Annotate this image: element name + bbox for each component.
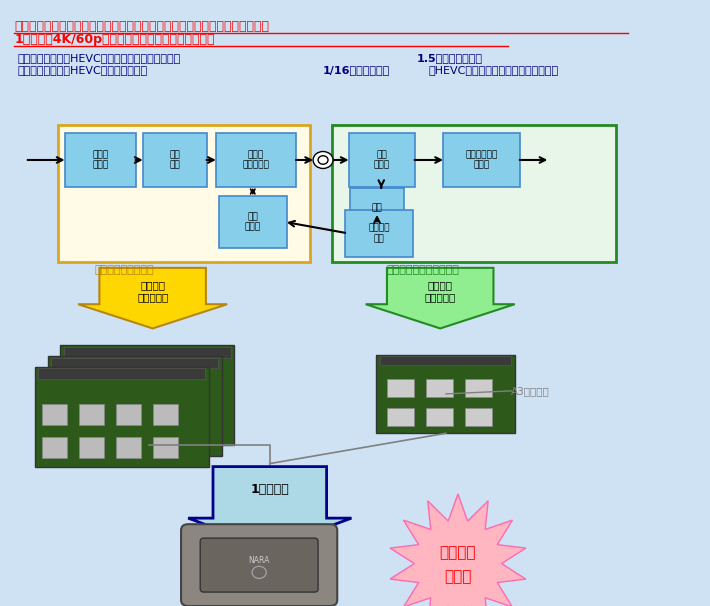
FancyBboxPatch shape (42, 437, 67, 458)
FancyBboxPatch shape (380, 356, 511, 365)
FancyBboxPatch shape (153, 437, 178, 458)
Circle shape (318, 156, 328, 164)
Text: NARA: NARA (248, 556, 270, 565)
FancyBboxPatch shape (165, 393, 190, 414)
FancyBboxPatch shape (55, 426, 80, 447)
FancyBboxPatch shape (465, 379, 492, 397)
FancyBboxPatch shape (67, 382, 92, 403)
FancyBboxPatch shape (443, 133, 520, 187)
FancyBboxPatch shape (181, 524, 337, 606)
FancyBboxPatch shape (42, 404, 67, 425)
Text: 既存技術
による実装: 既存技術 による実装 (425, 280, 456, 302)
FancyBboxPatch shape (387, 379, 414, 397)
FancyBboxPatch shape (143, 133, 207, 187)
FancyBboxPatch shape (376, 355, 515, 433)
FancyBboxPatch shape (79, 437, 104, 458)
Polygon shape (390, 494, 526, 606)
FancyBboxPatch shape (116, 437, 141, 458)
Text: 高圧縮エンコード部: 高圧縮エンコード部 (94, 265, 154, 275)
Text: 小型化: 小型化 (444, 570, 471, 584)
FancyBboxPatch shape (104, 415, 129, 436)
FancyBboxPatch shape (153, 404, 178, 425)
Text: ・既存技術によるHEVC実装と比較して: ・既存技術によるHEVC実装と比較して (18, 65, 148, 76)
Text: 既存技術
による実装: 既存技術 による実装 (137, 280, 168, 302)
FancyBboxPatch shape (51, 358, 218, 368)
FancyBboxPatch shape (141, 415, 166, 436)
Text: ビットストリーム生成部: ビットストリーム生成部 (386, 265, 459, 275)
FancyBboxPatch shape (349, 133, 415, 187)
Polygon shape (366, 268, 515, 328)
FancyBboxPatch shape (129, 426, 153, 447)
FancyBboxPatch shape (165, 426, 190, 447)
Text: 画像
メモリ: 画像 メモリ (245, 212, 261, 231)
Text: 。HEVCエンコーダ装置を小型化可能に: 。HEVCエンコーダ装置を小型化可能に (428, 65, 558, 76)
FancyBboxPatch shape (129, 393, 153, 414)
FancyBboxPatch shape (219, 196, 287, 248)
FancyBboxPatch shape (332, 125, 616, 262)
Text: A3大の基盤: A3大の基盤 (511, 386, 550, 396)
FancyBboxPatch shape (200, 538, 318, 592)
FancyBboxPatch shape (64, 347, 231, 358)
FancyBboxPatch shape (178, 415, 203, 436)
Text: 高性能化: 高性能化 (439, 545, 476, 560)
Text: 変換
符号化: 変換 符号化 (373, 150, 390, 170)
FancyBboxPatch shape (60, 345, 234, 445)
FancyBboxPatch shape (38, 368, 205, 379)
FancyBboxPatch shape (350, 188, 404, 227)
Circle shape (313, 152, 333, 168)
FancyBboxPatch shape (35, 367, 209, 467)
FancyBboxPatch shape (387, 408, 414, 426)
FancyBboxPatch shape (48, 356, 222, 456)
Polygon shape (188, 467, 351, 548)
FancyBboxPatch shape (116, 404, 141, 425)
Text: 1チップ化: 1チップ化 (251, 482, 289, 496)
Text: ・既存技術によるHEVCエンコーダ実装と比較して: ・既存技術によるHEVCエンコーダ実装と比較して (18, 53, 181, 64)
Text: 雑音除去
処理: 雑音除去 処理 (368, 224, 390, 243)
Text: 高品質でリアルタイム動作可能な独自の圧縮符号化アルゴリズムを搭載し、: 高品質でリアルタイム動作可能な独自の圧縮符号化アルゴリズムを搭載し、 (14, 20, 269, 33)
Text: 特徴
抽出: 特徴 抽出 (169, 150, 180, 170)
FancyBboxPatch shape (79, 404, 104, 425)
Polygon shape (78, 268, 227, 328)
Text: 1.5倍の高圧縮性能: 1.5倍の高圧縮性能 (417, 53, 483, 64)
Text: 予測・
モード判定: 予測・ モード判定 (243, 150, 269, 170)
Text: 再生: 再生 (371, 203, 383, 212)
FancyBboxPatch shape (178, 382, 203, 403)
FancyBboxPatch shape (216, 133, 296, 187)
FancyBboxPatch shape (104, 382, 129, 403)
Text: エントロピー
符号化: エントロピー 符号化 (465, 150, 498, 170)
FancyBboxPatch shape (58, 125, 310, 262)
FancyBboxPatch shape (426, 379, 453, 397)
Text: 1チップで4K/60pのリアルタイムエンコードを実現: 1チップで4K/60pのリアルタイムエンコードを実現 (14, 33, 214, 46)
Text: 符号化
前処理: 符号化 前処理 (92, 150, 108, 170)
FancyBboxPatch shape (55, 393, 80, 414)
FancyBboxPatch shape (92, 393, 116, 414)
FancyBboxPatch shape (426, 408, 453, 426)
FancyBboxPatch shape (345, 210, 413, 257)
Text: 1/16の省実装面積: 1/16の省実装面積 (323, 65, 390, 76)
FancyBboxPatch shape (465, 408, 492, 426)
FancyBboxPatch shape (141, 382, 166, 403)
FancyBboxPatch shape (67, 415, 92, 436)
FancyBboxPatch shape (65, 133, 136, 187)
FancyBboxPatch shape (92, 426, 116, 447)
